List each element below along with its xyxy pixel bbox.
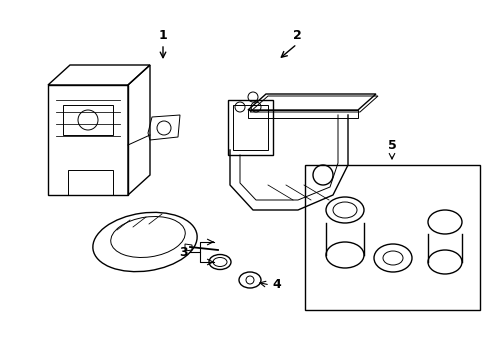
Text: 5: 5 xyxy=(387,139,396,152)
Text: 1: 1 xyxy=(158,29,167,42)
Text: 2: 2 xyxy=(292,29,301,42)
Text: 4: 4 xyxy=(271,279,280,292)
Text: 3: 3 xyxy=(179,246,187,258)
